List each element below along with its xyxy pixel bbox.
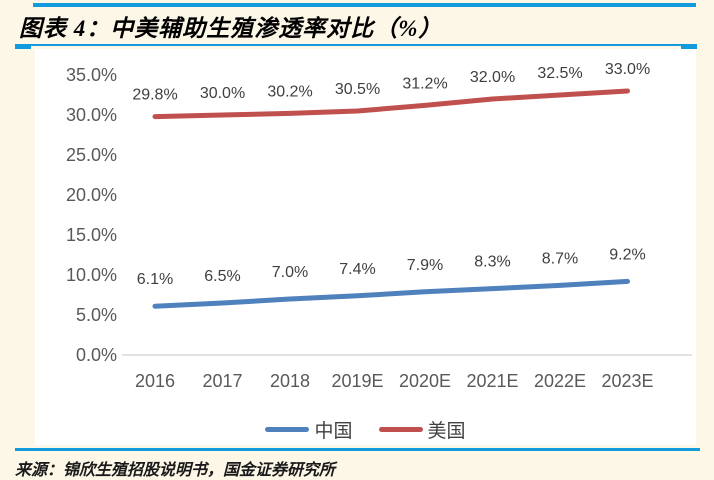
figure-title: 图表 4：中美辅助生殖渗透率对比（%） xyxy=(19,16,443,41)
y-tick-label: 15.0% xyxy=(66,225,117,245)
x-tick-label: 2017 xyxy=(202,371,242,391)
x-tick-label: 2020E xyxy=(399,371,451,391)
legend-label-china: 中国 xyxy=(314,420,353,442)
us-line-swatch xyxy=(378,426,423,432)
y-tick-label: 25.0% xyxy=(66,145,117,165)
y-tick-label: 10.0% xyxy=(66,265,117,285)
underline-thin-segment xyxy=(31,44,681,46)
underline-right-thick-segment xyxy=(681,44,697,49)
x-tick-label: 2018 xyxy=(270,371,310,391)
y-tick-label: 5.0% xyxy=(76,305,117,325)
china-line-swatch xyxy=(265,426,310,432)
data-label: 30.2% xyxy=(267,83,312,100)
chart-panel: 35.0% 30.0% 25.0% 20.0% 15.0% 10.0% 5.0% 0.0% 20… xyxy=(35,49,696,445)
y-tick-label: 35.0% xyxy=(66,65,117,85)
data-label: 6.1% xyxy=(137,271,173,288)
data-label: 7.9% xyxy=(407,257,443,274)
legend-item-us: 美国 xyxy=(378,416,466,443)
x-tick-label: 2023E xyxy=(601,371,653,391)
line-chart: 35.0% 30.0% 25.0% 20.0% 15.0% 10.0% 5.0% 0.0% 20… xyxy=(66,61,692,391)
x-tick-label: 2016 xyxy=(135,371,175,391)
title-underline xyxy=(15,44,697,49)
series-line-美国 xyxy=(152,88,630,120)
data-label: 7.4% xyxy=(339,261,375,278)
legend-label-us: 美国 xyxy=(427,420,466,442)
bottom-accent-rule xyxy=(15,448,700,451)
data-label: 32.5% xyxy=(537,65,582,82)
data-label: 6.5% xyxy=(204,268,240,285)
underline-left-thick-segment xyxy=(15,44,31,49)
data-label: 7.0% xyxy=(272,264,308,281)
y-tick-label: 20.0% xyxy=(66,185,117,205)
source-note: 来源：锦欣生殖招股说明书，国金证券研究所 xyxy=(15,462,336,479)
data-label: 29.8% xyxy=(132,87,177,104)
data-label: 8.3% xyxy=(474,254,510,271)
data-label: 33.0% xyxy=(605,61,650,78)
series-line-中国 xyxy=(152,278,630,309)
x-tick-label: 2022E xyxy=(534,371,586,391)
top-accent-rule xyxy=(33,3,696,7)
data-label: 30.0% xyxy=(200,85,245,102)
y-tick-label: 0.0% xyxy=(76,345,117,365)
chart-legend: 中国 美国 xyxy=(35,415,696,443)
x-tick-label: 2019E xyxy=(331,371,383,391)
legend-item-china: 中国 xyxy=(265,416,353,443)
y-tick-label: 30.0% xyxy=(66,105,117,125)
data-label: 9.2% xyxy=(609,246,645,263)
data-label: 31.2% xyxy=(402,75,447,92)
data-label: 32.0% xyxy=(470,69,515,86)
data-label: 8.7% xyxy=(542,250,578,267)
x-tick-label: 2021E xyxy=(466,371,518,391)
data-label: 30.5% xyxy=(335,81,380,98)
